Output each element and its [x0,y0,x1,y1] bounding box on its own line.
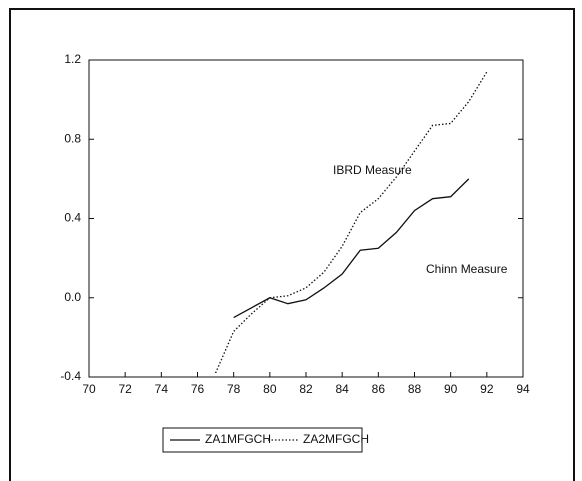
plot-frame [88,59,524,378]
x-tick-label: 76 [191,382,205,396]
y-tick-label: -0.4 [60,369,81,383]
y-tick-label: 1.2 [64,52,81,66]
x-tick-label: 90 [444,382,458,396]
x-tick-label: 94 [516,382,530,396]
series-line [214,71,488,374]
x-tick-label: 82 [299,382,313,396]
annotation: IBRD Measure [333,163,412,177]
y-tick-label: 0.8 [64,131,81,145]
legend-box [162,427,363,453]
y-tick-label: 0.0 [64,290,81,304]
annotation: Chinn Measure [426,262,508,276]
legend-label: ZA1MFGCH [205,432,271,446]
x-tick-label: 84 [335,382,349,396]
x-tick-label: 80 [263,382,277,396]
frame [9,8,575,481]
series-line [233,178,470,319]
x-tick-label: 72 [118,382,132,396]
legend-label: ZA2MFGCH [303,432,369,446]
y-tick-label: 0.4 [64,211,81,225]
x-tick-label: 86 [372,382,386,396]
x-tick-label: 88 [408,382,422,396]
x-tick-label: 92 [480,382,494,396]
x-tick-label: 74 [155,382,169,396]
x-tick-label: 70 [82,382,96,396]
x-tick-label: 78 [227,382,241,396]
